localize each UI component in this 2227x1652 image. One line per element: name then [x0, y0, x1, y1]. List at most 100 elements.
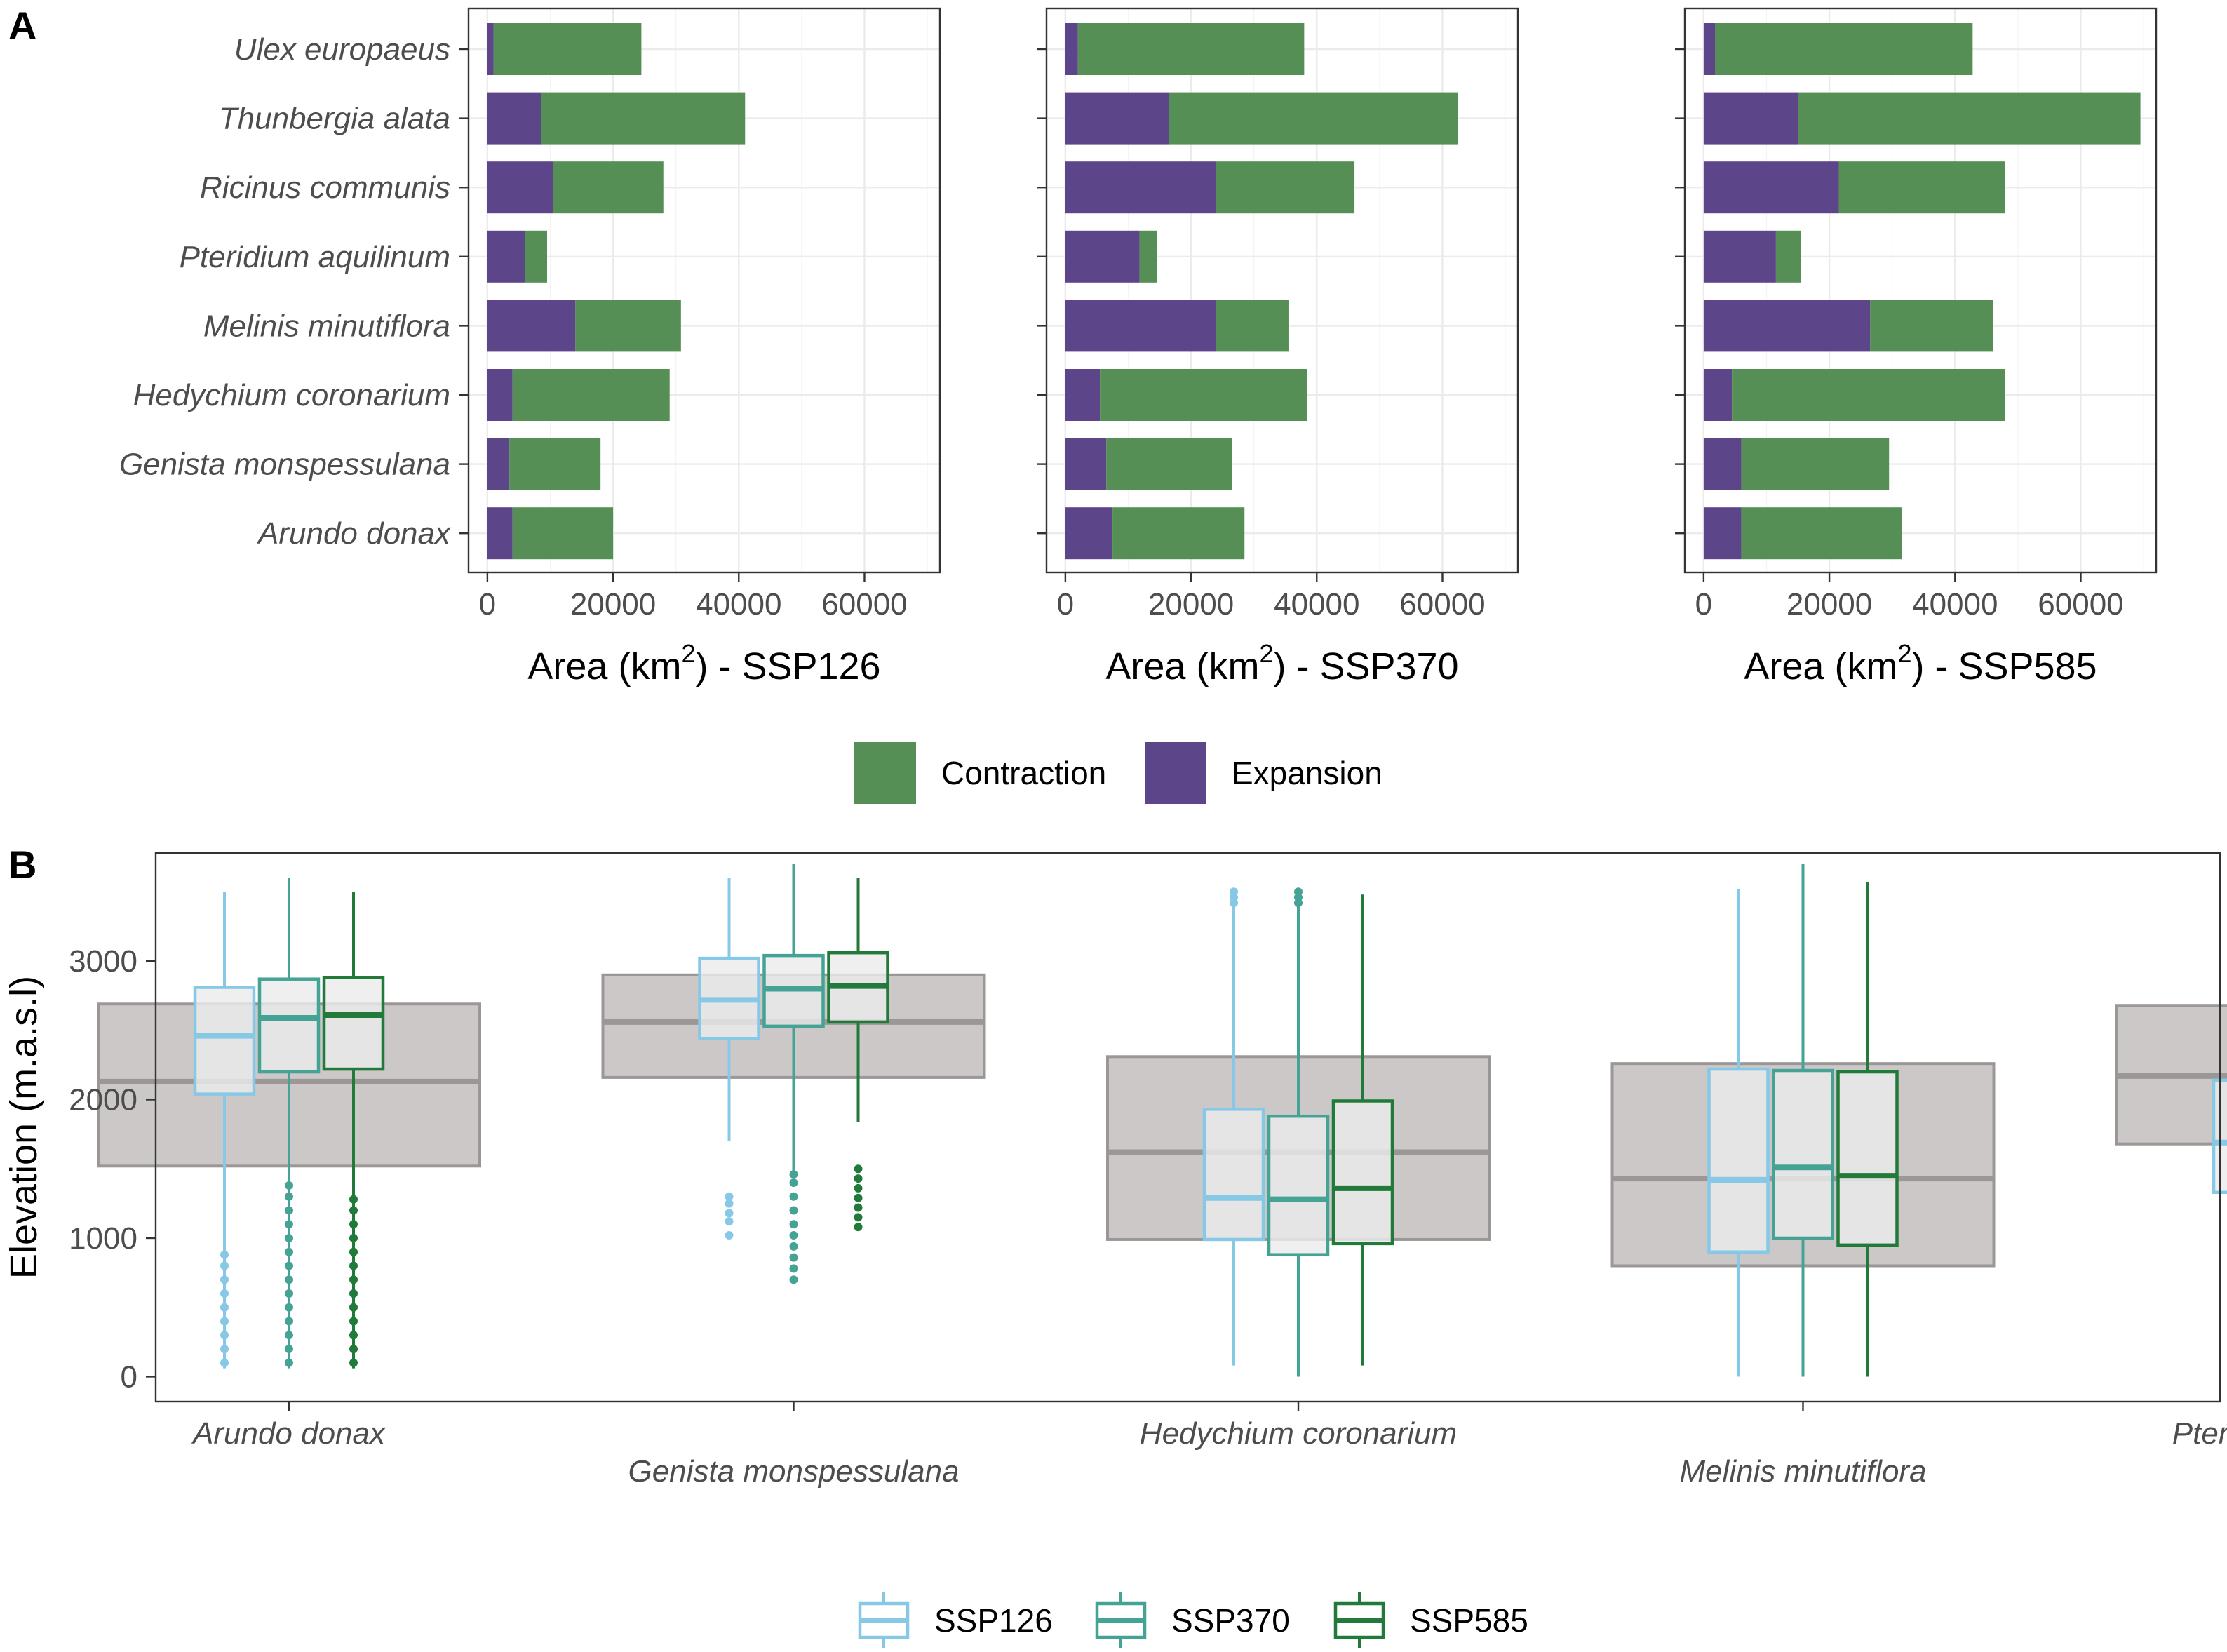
bar-contraction-arundo-donax	[1112, 507, 1245, 560]
bar-expansion-pteridium-aquilinum	[1065, 230, 1140, 283]
outlier-point	[220, 1250, 229, 1259]
bar-contraction-thunbergia-alata	[541, 92, 746, 145]
outlier-point	[789, 1253, 798, 1262]
facet-2: 0 20000 40000 60000 Area (km2) - SSP370	[1037, 7, 1519, 687]
facet-frame	[467, 7, 941, 574]
bar-contraction-thunbergia-alata	[1169, 92, 1458, 145]
outlier-point	[854, 1183, 863, 1193]
outlier-point	[789, 1264, 798, 1273]
bar-expansion-ricinus-communis	[1703, 161, 1839, 214]
outlier-point	[285, 1192, 293, 1201]
bar-contraction-ricinus-communis	[553, 161, 664, 214]
bar-contraction-ulex-europaeus	[1077, 23, 1305, 75]
outlier-point	[349, 1317, 358, 1326]
outlier-point	[285, 1247, 293, 1256]
legend-label-ssp585: SSP585	[1410, 1602, 1528, 1639]
bar-expansion-ulex-europaeus	[1065, 23, 1078, 75]
outlier-point	[1294, 887, 1303, 896]
species-group-genista-monspessulana	[601, 864, 986, 1284]
outlier-point	[725, 1209, 734, 1218]
box-iqr	[1836, 1070, 1899, 1247]
bar-expansion-melinis-minutiflora	[487, 300, 576, 352]
outlier-point	[285, 1303, 293, 1312]
outlier-point	[789, 1231, 798, 1240]
box-ssp126-hedychium-coronarium	[1202, 887, 1265, 1366]
box-ssp126-genista-monspessulana	[698, 878, 760, 1240]
x-axis-title-superscript: 2	[1259, 639, 1273, 668]
outlier-point	[285, 1317, 293, 1326]
bar-contraction-ricinus-communis	[1216, 161, 1355, 214]
facet-frame	[1045, 7, 1519, 574]
category-label-arundo-donax: Arundo donax	[256, 516, 452, 551]
x-axis-title: Area (km2) - SSP370	[1105, 639, 1458, 687]
y-tick-label: 1000	[69, 1221, 137, 1256]
outlier-point	[789, 1275, 798, 1284]
bar-expansion-ricinus-communis	[1065, 161, 1216, 214]
bar-contraction-pteridium-aquilinum	[525, 230, 547, 283]
x-axis-title: Area (km2) - SSP585	[1744, 639, 2097, 687]
category-label-ricinus-communis: Ricinus communis	[200, 170, 450, 205]
bar-contraction-melinis-minutiflora	[1216, 300, 1289, 352]
bar-contraction-melinis-minutiflora	[575, 300, 681, 352]
outlier-point	[220, 1317, 229, 1326]
legend-key-ssp585	[1333, 1592, 1385, 1648]
outlier-point	[349, 1303, 358, 1312]
x-category-label-pteridium-aquilinum: Pteridium aquilinum	[2172, 1416, 2227, 1451]
bar-expansion-arundo-donax	[1703, 507, 1742, 560]
bar-expansion-thunbergia-alata	[1065, 92, 1169, 145]
outlier-point	[725, 1231, 734, 1240]
box-ssp585-melinis-minutiflora	[1836, 882, 1899, 1377]
bar-contraction-hedychium-coronarium	[1732, 369, 2005, 421]
y-tick-label: 0	[121, 1359, 137, 1394]
outlier-point	[285, 1275, 293, 1284]
outlier-point	[349, 1289, 358, 1298]
category-label-hedychium-coronarium: Hedychium coronarium	[133, 378, 450, 412]
outlier-point	[220, 1289, 229, 1298]
x-tick-label: 20000	[570, 587, 656, 622]
bar-contraction-genista-monspessulana	[509, 438, 601, 490]
category-label-ulex-europaeus: Ulex europaeus	[234, 32, 450, 67]
outlier-point	[789, 1206, 798, 1215]
x-tick-label: 0	[479, 587, 496, 622]
box-ssp585-genista-monspessulana	[827, 878, 889, 1232]
outlier-point	[349, 1233, 358, 1242]
outlier-point	[854, 1203, 863, 1212]
x-axis-title-main: Area (km	[527, 645, 681, 687]
outlier-point	[854, 1213, 863, 1222]
outlier-point	[789, 1178, 798, 1187]
bar-contraction-ricinus-communis	[1838, 161, 2005, 214]
bar-contraction-genista-monspessulana	[1106, 438, 1232, 490]
x-axis-title-main: Area (km	[1744, 645, 1897, 687]
bar-expansion-hedychium-coronarium	[487, 369, 513, 421]
bar-expansion-hedychium-coronarium	[1065, 369, 1101, 421]
box-iqr	[1707, 1067, 1770, 1254]
bar-contraction-pteridium-aquilinum	[1775, 230, 1801, 283]
x-tick-label: 60000	[821, 587, 907, 622]
legend-key-expansion	[1145, 742, 1206, 804]
bar-contraction-genista-monspessulana	[1741, 438, 1890, 490]
box-iqr	[257, 977, 321, 1074]
bar-contraction-ulex-europaeus	[493, 23, 642, 75]
legend-label-ssp126: SSP126	[934, 1602, 1053, 1639]
outlier-point	[349, 1220, 358, 1229]
legend-label-contraction: Contraction	[941, 755, 1106, 791]
outlier-point	[285, 1181, 293, 1190]
x-axis-title-rest: ) - SSP126	[695, 645, 880, 687]
outlier-point	[349, 1261, 358, 1270]
outlier-point	[220, 1261, 229, 1270]
panel-a-bar-charts: Ulex europaeus Thunbergia alata Ricinus co…	[119, 7, 2158, 687]
panel-b-box-plot: 0 1000 2000 3000 Elevation (m.a.s.l) Arundo d…	[3, 852, 2227, 1489]
bar-expansion-melinis-minutiflora	[1065, 300, 1216, 352]
outlier-point	[349, 1206, 358, 1215]
facet-1: Ulex europaeus Thunbergia alata Ricinus co…	[119, 7, 941, 687]
outlier-point	[725, 1199, 734, 1208]
species-group-arundo-donax	[97, 878, 481, 1369]
outlier-point	[285, 1289, 293, 1298]
box-iqr	[322, 976, 385, 1071]
bar-expansion-melinis-minutiflora	[1703, 300, 1871, 352]
bar-expansion-thunbergia-alata	[487, 92, 541, 145]
outlier-point	[285, 1261, 293, 1270]
outlier-point	[854, 1193, 863, 1202]
legend-area-change: Contraction Expansion	[854, 742, 1382, 804]
